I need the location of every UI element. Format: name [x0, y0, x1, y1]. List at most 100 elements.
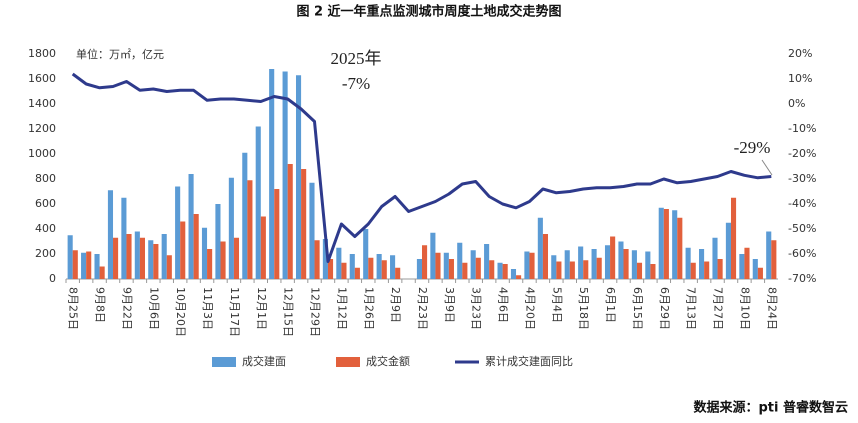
bar — [363, 229, 369, 279]
bar — [220, 241, 226, 279]
legend-swatch — [336, 357, 360, 367]
chart-title: 图 2 近一年重点监测城市周度土地成交走势图 — [296, 4, 561, 20]
bar — [717, 259, 723, 279]
annotation: 2025年 — [331, 49, 382, 68]
bar — [126, 234, 132, 279]
y2-tick-label: -70% — [788, 272, 816, 285]
bar — [489, 260, 495, 279]
bar — [596, 257, 602, 279]
y-tick-label: 200 — [35, 247, 56, 260]
bar — [623, 249, 629, 279]
bar — [462, 262, 468, 279]
bar — [86, 251, 92, 279]
bar — [390, 255, 396, 279]
bar — [395, 267, 401, 279]
bar — [381, 260, 387, 279]
x-tick-label: 1月26日 — [362, 287, 375, 330]
bar — [470, 250, 476, 279]
x-tick-label: 7月27日 — [712, 287, 725, 330]
x-tick-label: 11月3日 — [201, 287, 214, 330]
legend-label: 累计成交建面同比 — [485, 354, 573, 368]
y-tick-label: 1200 — [28, 122, 56, 135]
bar — [556, 261, 562, 279]
unit-note: 单位：万㎡，亿元 — [76, 47, 164, 61]
y-tick-label: 1600 — [28, 72, 56, 85]
bar — [309, 182, 315, 279]
bar — [81, 252, 87, 279]
legend-label: 成交建面 — [242, 354, 286, 368]
x-tick-label: 10月6日 — [147, 287, 160, 330]
bar — [685, 247, 691, 279]
x-tick-label: 8月24日 — [765, 287, 778, 330]
y-tick-label: 800 — [35, 172, 56, 185]
bar — [269, 69, 275, 279]
bar — [314, 240, 320, 279]
bar — [107, 190, 114, 279]
bar — [341, 262, 347, 279]
x-tick-label: 12月1日 — [255, 287, 268, 330]
x-tick-label: 3月9日 — [443, 287, 456, 323]
bar — [255, 126, 261, 279]
bar — [551, 255, 557, 279]
bar — [322, 239, 328, 279]
bar — [699, 249, 705, 279]
x-tick-label: 4月6日 — [497, 287, 510, 323]
bar — [537, 217, 543, 279]
bar — [139, 237, 145, 279]
bar — [422, 245, 428, 279]
x-tick-label: 9月8日 — [94, 287, 107, 323]
bar — [72, 250, 78, 279]
x-tick-label: 4月20日 — [523, 287, 536, 330]
bar — [712, 237, 718, 279]
bar — [744, 247, 750, 279]
y2-tick-label: -60% — [788, 247, 816, 260]
bar — [376, 254, 382, 279]
bar — [524, 251, 530, 279]
bar — [663, 209, 669, 279]
bar — [569, 261, 575, 279]
legend-label: 成交金额 — [366, 354, 410, 368]
bar — [193, 214, 199, 279]
bar — [336, 247, 342, 279]
bar — [282, 71, 288, 279]
x-tick-label: 2月23日 — [416, 287, 429, 330]
x-tick-label: 11月17日 — [228, 287, 241, 337]
bar — [510, 269, 517, 279]
bar — [739, 254, 745, 279]
bar — [502, 264, 508, 279]
bar — [242, 152, 248, 279]
bar — [175, 186, 181, 279]
y2-tick-label: -10% — [788, 122, 816, 135]
y-tick-label: 1400 — [28, 97, 56, 110]
bar — [180, 221, 186, 279]
y-tick-label: 0 — [49, 272, 56, 285]
bar — [631, 250, 637, 279]
bar — [201, 227, 208, 279]
bar — [578, 246, 584, 279]
bar — [121, 197, 127, 279]
y2-tick-label: -30% — [788, 172, 816, 185]
bar — [247, 180, 253, 279]
source: 数据来源：pti 普睿数智云 — [693, 400, 848, 416]
bar — [349, 254, 355, 279]
bar — [443, 252, 449, 279]
bar — [153, 244, 159, 279]
bar — [516, 275, 522, 279]
x-tick-label: 5月18日 — [577, 287, 590, 330]
bar — [188, 174, 194, 279]
bar — [591, 249, 597, 279]
y2-tick-label: 0% — [788, 97, 805, 110]
bar — [161, 234, 167, 279]
bar — [610, 236, 616, 279]
bar — [457, 242, 463, 279]
x-tick-label: 3月23日 — [470, 287, 483, 330]
y2-tick-label: 10% — [788, 72, 812, 85]
bar — [766, 231, 772, 279]
bar — [583, 260, 589, 279]
bar — [430, 232, 436, 279]
x-tick-label: 12月15日 — [282, 287, 295, 337]
x-tick-label: 5月4日 — [550, 287, 563, 323]
bar — [67, 235, 73, 279]
bar — [475, 257, 481, 279]
